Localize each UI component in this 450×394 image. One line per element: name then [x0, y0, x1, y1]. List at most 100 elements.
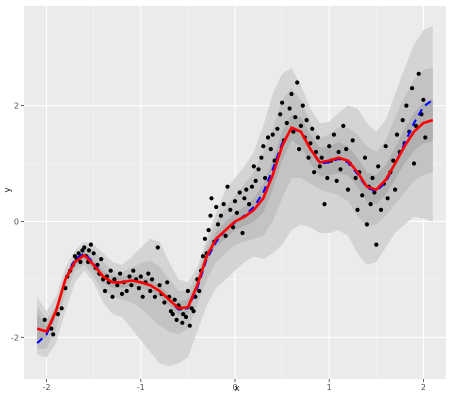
series-line-fit: [36, 118, 434, 333]
data-point: [317, 164, 322, 169]
data-point: [232, 199, 238, 204]
data-point: [256, 167, 261, 172]
y-tick-label: 2: [14, 102, 19, 111]
data-point: [165, 280, 170, 285]
data-point: [353, 175, 358, 181]
data-point: [55, 312, 61, 317]
data-point: [421, 97, 426, 102]
data-point: [378, 207, 384, 212]
data-point: [295, 80, 300, 85]
data-point: [197, 288, 202, 294]
data-point: [327, 144, 332, 149]
data-point: [172, 297, 177, 302]
data-point: [162, 300, 167, 305]
data-point: [76, 251, 81, 256]
data-point: [191, 309, 196, 314]
data-point: [261, 144, 266, 149]
data-point: [312, 170, 317, 175]
data-point: [170, 312, 175, 317]
data-point: [416, 71, 421, 76]
data-point: [208, 213, 213, 218]
data-point: [268, 147, 273, 152]
data-point: [372, 190, 377, 195]
data-point: [242, 196, 247, 201]
data-point: [155, 245, 160, 250]
data-point: [225, 184, 230, 189]
data-point: [108, 268, 113, 273]
data-point: [275, 126, 280, 131]
data-point: [251, 164, 256, 169]
data-point: [331, 132, 336, 137]
data-point: [231, 225, 236, 230]
data-point: [336, 149, 341, 155]
data-point: [338, 167, 343, 172]
data-point: [300, 103, 305, 108]
data-point: [118, 271, 123, 276]
data-point: [393, 187, 398, 192]
data-point: [355, 207, 360, 212]
data-point: [202, 236, 207, 241]
data-point: [423, 135, 428, 140]
data-point: [334, 178, 339, 183]
data-point: [185, 288, 190, 294]
data-point: [383, 144, 388, 149]
data-point: [59, 306, 64, 311]
data-point: [78, 259, 83, 265]
data-point: [152, 294, 157, 299]
data-point: [131, 268, 136, 273]
data-point: [341, 123, 346, 128]
y-tick-label: -2: [11, 333, 19, 342]
x-tick-label: 1: [327, 383, 332, 392]
data-point: [200, 254, 206, 259]
data-point: [287, 106, 292, 111]
data-point: [319, 155, 324, 160]
data-point: [315, 135, 320, 140]
data-point: [304, 118, 309, 123]
x-tick-label: -1: [137, 383, 145, 392]
data-point: [280, 100, 285, 105]
data-point: [91, 251, 96, 256]
data-point: [82, 245, 87, 250]
data-point: [265, 135, 271, 140]
data-point: [51, 332, 56, 337]
data-point: [181, 312, 186, 317]
data-point: [272, 158, 277, 163]
data-point: [218, 213, 223, 218]
data-point: [124, 288, 129, 294]
data-point: [374, 242, 379, 247]
data-point: [322, 202, 327, 207]
data-point: [206, 228, 211, 233]
data-point: [102, 288, 108, 294]
data-point: [306, 155, 311, 160]
data-point: [298, 123, 303, 128]
y-axis-ticks: -2 0 2: [11, 102, 24, 342]
data-point: [385, 196, 390, 201]
data-point: [136, 286, 141, 291]
data-point: [410, 86, 415, 91]
data-point: [394, 132, 400, 137]
data-point: [413, 123, 418, 128]
data-point: [293, 115, 298, 120]
data-point: [278, 112, 283, 117]
x-tick-label: -2: [43, 383, 51, 392]
data-point: [129, 283, 134, 288]
data-point: [88, 242, 93, 247]
data-point: [253, 178, 258, 183]
data-point: [150, 277, 155, 282]
data-point: [345, 187, 351, 192]
data-point: [400, 118, 405, 123]
data-point: [368, 202, 373, 207]
data-point: [148, 288, 153, 294]
data-point: [249, 184, 255, 189]
data-point: [240, 230, 245, 236]
data-point: [234, 210, 239, 215]
data-point: [115, 283, 120, 288]
data-point: [244, 187, 249, 192]
data-point: [112, 277, 117, 282]
data-point: [325, 175, 330, 181]
data-point: [376, 164, 381, 169]
data-point: [344, 147, 349, 152]
x-tick-label: 0: [232, 383, 237, 392]
data-point: [360, 193, 365, 198]
